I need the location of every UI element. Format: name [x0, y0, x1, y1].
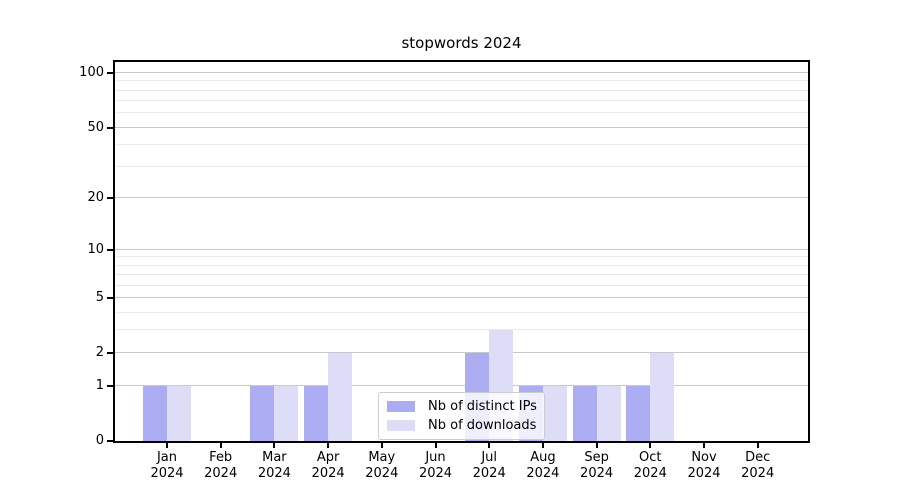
gridline-major-100 [115, 72, 808, 74]
x-tick-label-sep: Sep 2024 [580, 450, 614, 481]
bar-distinct-ips-sep [572, 385, 597, 441]
x-tick-label-may: May 2024 [365, 450, 399, 481]
gridline-minor-3 [115, 329, 808, 331]
bar-downloads-sep [596, 385, 621, 441]
legend-swatch-downloads [387, 420, 415, 431]
legend-label-downloads: Nb of downloads [428, 418, 537, 433]
x-tick-mark-nov [703, 443, 705, 448]
y-tick-label-5: 5 [95, 290, 104, 306]
bar-downloads-jan [167, 385, 191, 441]
x-tick-label-oct: Oct 2024 [633, 450, 667, 481]
gridline-major-5 [115, 297, 808, 299]
bar-downloads-aug [542, 385, 567, 441]
gridline-minor-4 [115, 311, 808, 313]
gridline-minor-80 [115, 89, 808, 91]
x-tick-label-aug: Aug 2024 [526, 450, 560, 481]
gridline-major-50 [115, 126, 808, 128]
x-tick-mark-aug [541, 443, 544, 448]
y-tick-mark-5 [107, 297, 113, 300]
x-tick-label-jan: Jan 2024 [150, 450, 184, 481]
y-tick-mark-0 [107, 440, 113, 442]
x-tick-label-mar: Mar 2024 [257, 450, 291, 481]
chart-title: stopwords 2024 [401, 34, 522, 52]
y-tick-label-10: 10 [87, 241, 104, 257]
x-tick-label-jul: Jul 2024 [472, 450, 506, 481]
x-tick-mark-sep [595, 443, 598, 448]
bar-downloads-oct [650, 353, 675, 441]
gridline-major-2 [115, 352, 808, 354]
x-tick-mark-apr [327, 443, 330, 448]
x-tick-mark-dec [756, 443, 759, 448]
x-tick-mark-jul [488, 443, 491, 448]
y-tick-label-50: 50 [87, 119, 104, 135]
y-tick-mark-100 [107, 72, 113, 75]
y-tick-mark-50 [107, 126, 113, 129]
gridline-minor-9 [115, 256, 808, 258]
y-tick-mark-20 [107, 197, 113, 200]
x-tick-label-jun: Jun 2024 [418, 450, 453, 481]
gridline-minor-90 [115, 80, 808, 82]
bar-distinct-ips-mar [250, 385, 275, 441]
gridline-major-1 [115, 384, 808, 386]
legend-item-distinct-ips: Nb of distinct IPs [387, 397, 537, 416]
gridline-minor-8 [115, 264, 808, 266]
gridline-minor-6 [115, 284, 808, 286]
bar-downloads-apr [328, 353, 353, 441]
bar-distinct-ips-jan [143, 385, 167, 441]
x-tick-mark-oct [649, 443, 652, 448]
plot-canvas [115, 62, 808, 441]
legend-item-downloads: Nb of downloads [387, 416, 536, 435]
gridline-major-20 [115, 197, 808, 199]
y-tick-label-20: 20 [87, 190, 104, 206]
y-tick-label-0: 0 [95, 433, 104, 448]
gridline-minor-40 [115, 143, 808, 145]
bar-distinct-ips-apr [304, 385, 329, 441]
y-tick-mark-2 [107, 352, 113, 355]
gridline-minor-7 [115, 274, 808, 276]
x-tick-label-dec: Dec 2024 [741, 450, 775, 481]
x-tick-label-apr: Apr 2024 [311, 450, 345, 481]
plot-area [113, 60, 810, 443]
y-tick-mark-1 [107, 384, 113, 387]
y-tick-label-2: 2 [95, 345, 104, 361]
gridline-major-10 [115, 248, 808, 250]
gridline-minor-70 [115, 100, 808, 102]
x-tick-mark-may [380, 443, 383, 448]
x-tick-mark-jun [434, 443, 437, 448]
legend-swatch-distinct-ips [387, 401, 415, 412]
y-tick-label-100: 100 [79, 65, 104, 81]
x-tick-label-nov: Nov 2024 [687, 450, 721, 481]
legend: Nb of distinct IPs Nb of downloads [378, 392, 545, 440]
y-tick-label-1: 1 [95, 377, 104, 393]
bar-downloads-mar [274, 385, 299, 441]
bar-distinct-ips-oct [626, 385, 651, 441]
x-tick-mark-feb [219, 443, 222, 448]
legend-label-distinct-ips: Nb of distinct IPs [428, 399, 537, 414]
y-tick-mark-10 [107, 248, 113, 251]
gridline-minor-60 [115, 112, 808, 114]
x-tick-mark-jan [166, 443, 168, 448]
gridline-minor-30 [115, 166, 808, 168]
x-tick-label-feb: Feb 2024 [204, 450, 238, 481]
x-tick-mark-mar [273, 443, 276, 448]
